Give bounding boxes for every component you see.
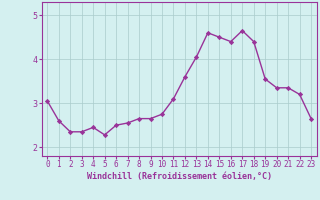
X-axis label: Windchill (Refroidissement éolien,°C): Windchill (Refroidissement éolien,°C) [87,172,272,181]
